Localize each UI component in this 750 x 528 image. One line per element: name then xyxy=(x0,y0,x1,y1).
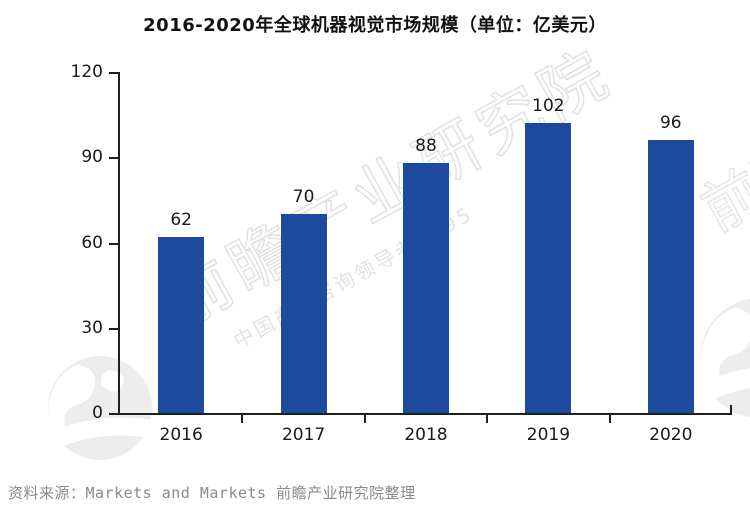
y-tick-label: 30 xyxy=(81,317,103,338)
bar-value-label: 70 xyxy=(292,187,315,208)
x-tick xyxy=(608,415,611,423)
y-tick xyxy=(109,413,118,415)
x-tick xyxy=(241,415,244,423)
chart-title: 2016-2020年全球机器视觉市场规模（单位：亿美元） xyxy=(143,15,607,36)
x-category-label: 2016 xyxy=(159,425,203,445)
x-axis-line xyxy=(118,413,732,415)
y-tick xyxy=(109,72,118,74)
y-tick-label: 90 xyxy=(81,147,103,168)
x-category-label: 2020 xyxy=(649,425,693,445)
x-category-label: 2018 xyxy=(404,425,448,445)
bar xyxy=(647,140,694,413)
y-tick-label: 0 xyxy=(92,403,103,423)
bar-value-label: 62 xyxy=(170,209,192,230)
bar xyxy=(280,214,327,413)
globe-watermark-right-icon xyxy=(700,298,750,418)
y-axis-line xyxy=(118,72,120,415)
y-tick xyxy=(109,327,118,330)
y-tick-label: 60 xyxy=(81,232,103,253)
x-tick xyxy=(486,415,489,423)
bar-value-label: 102 xyxy=(532,96,565,117)
bar-value-label: 88 xyxy=(415,135,437,156)
x-category-label: 2019 xyxy=(526,425,571,445)
bar xyxy=(525,123,572,413)
bar xyxy=(158,236,205,413)
x-category-label: 2017 xyxy=(281,425,326,445)
x-tick xyxy=(363,415,366,423)
source-note: 资料来源：Markets and Markets 前瞻产业研究院整理 xyxy=(8,484,416,502)
x-axis-end-tick xyxy=(730,405,732,413)
y-tick-label: 120 xyxy=(70,62,103,82)
y-tick xyxy=(109,157,118,160)
watermark-edge-brand-text: 前瞻 xyxy=(690,128,750,245)
bar-value-label: 96 xyxy=(659,113,682,134)
bar xyxy=(403,162,449,413)
y-tick xyxy=(109,242,118,245)
